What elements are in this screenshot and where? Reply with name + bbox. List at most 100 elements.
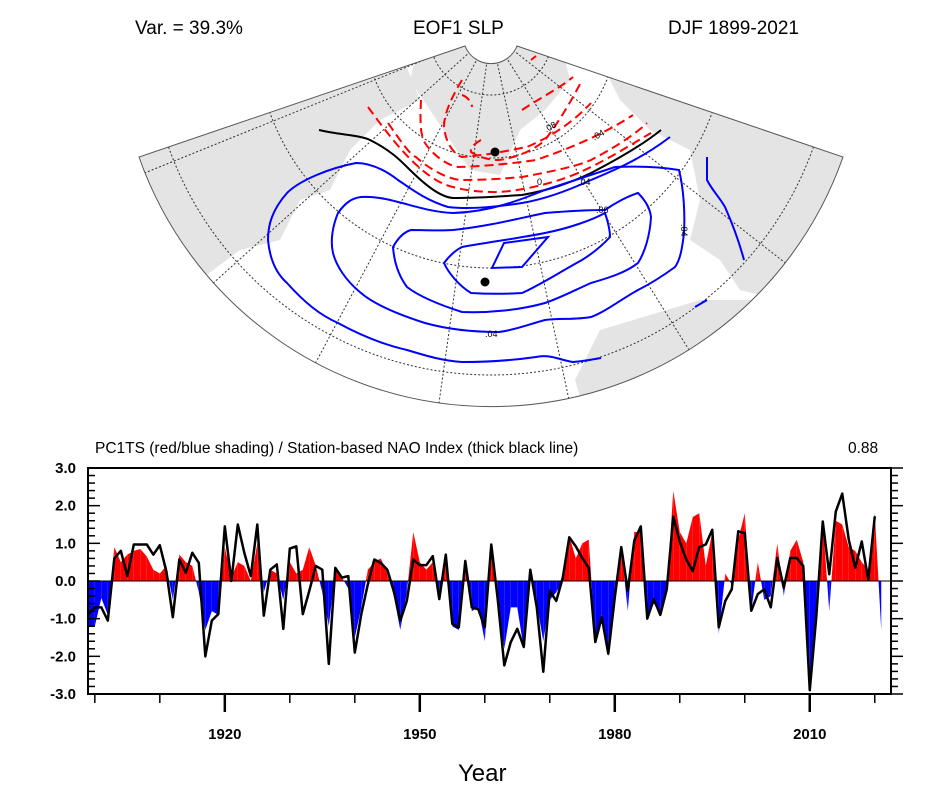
pc-fill-segment bbox=[244, 565, 251, 581]
latitude-circle bbox=[365, 46, 617, 159]
pc-fill-segment bbox=[211, 581, 219, 615]
nao-point bbox=[399, 619, 402, 622]
nao-point bbox=[841, 492, 844, 495]
pc-fill-segment bbox=[729, 581, 732, 585]
y-tick-label: -1.0 bbox=[50, 611, 76, 628]
pc-fill-segment bbox=[705, 532, 713, 581]
y-tick-label: 3.0 bbox=[55, 460, 76, 477]
contour-positive bbox=[387, 122, 648, 182]
nao-point bbox=[802, 565, 805, 567]
pc-fill-segment bbox=[374, 558, 381, 581]
latitude-circle bbox=[148, 46, 834, 376]
nao-point bbox=[373, 558, 376, 561]
nao-point bbox=[263, 614, 265, 617]
nao-point bbox=[529, 568, 532, 571]
pc-fill-segment bbox=[315, 565, 320, 581]
pc-fill-segment bbox=[270, 569, 277, 581]
pc-fill-segment bbox=[413, 532, 420, 581]
nao-point bbox=[828, 573, 831, 576]
nao-point bbox=[561, 576, 564, 579]
nao-point bbox=[542, 670, 545, 673]
pc-fill-segment bbox=[725, 573, 730, 581]
pc-fill-segment bbox=[874, 513, 879, 581]
pc-fill-segment bbox=[878, 581, 882, 630]
y-tick-label: -3.0 bbox=[50, 686, 76, 703]
nao-point bbox=[477, 608, 480, 611]
nao-point bbox=[743, 532, 746, 534]
pc-fill-segment bbox=[196, 581, 199, 593]
meridian-line bbox=[139, 46, 466, 176]
pc-fill-segment bbox=[790, 539, 797, 581]
nao-point bbox=[711, 528, 714, 531]
nao-point bbox=[613, 596, 616, 599]
contour-positive bbox=[530, 55, 537, 61]
pc-fill-segment bbox=[94, 581, 102, 627]
nao-point bbox=[451, 623, 454, 625]
nao-point bbox=[587, 567, 590, 569]
pc-fill-segment bbox=[153, 569, 160, 581]
y-tick-label: 1.0 bbox=[55, 535, 76, 552]
pc-fill-segment bbox=[718, 581, 725, 634]
nao-point bbox=[672, 515, 675, 518]
contour-zero bbox=[318, 129, 662, 200]
nao-point bbox=[483, 626, 486, 629]
nao-point bbox=[737, 530, 740, 533]
x-axis-label: Year bbox=[458, 760, 507, 787]
contour-negative bbox=[266, 136, 671, 364]
contour-label: .04 bbox=[485, 329, 498, 339]
meridian-line bbox=[312, 57, 479, 369]
nao-point bbox=[444, 553, 447, 556]
nao-point bbox=[94, 606, 96, 609]
nao-point bbox=[438, 598, 441, 600]
pc-fill-segment bbox=[751, 581, 756, 612]
nao-point bbox=[224, 525, 226, 528]
pc-fill-segment bbox=[343, 581, 349, 589]
nao-point bbox=[366, 583, 369, 586]
pc-fill-segment bbox=[569, 535, 576, 581]
nao-point bbox=[646, 617, 649, 620]
contour-label: .04 bbox=[679, 224, 689, 237]
pc-fill-segment bbox=[536, 581, 544, 642]
nao-point bbox=[509, 641, 512, 643]
pc-fill-segment bbox=[263, 581, 268, 593]
meridian-line bbox=[496, 60, 571, 405]
nao-point bbox=[185, 571, 187, 574]
pc-fill-segment bbox=[328, 581, 335, 627]
pc-fill-segment bbox=[504, 581, 511, 649]
pc-fill-segment bbox=[452, 581, 459, 630]
nao-point bbox=[295, 545, 298, 548]
land-greenland bbox=[410, 46, 570, 175]
pc-fill-segment bbox=[302, 547, 310, 581]
nao-point bbox=[341, 576, 343, 579]
land-north-america bbox=[139, 50, 420, 280]
pc-fill-segment bbox=[831, 520, 836, 581]
x-tick-label: 1950 bbox=[403, 726, 436, 743]
nao-point bbox=[315, 565, 317, 567]
nao-point bbox=[717, 626, 720, 629]
pc-fill-segment bbox=[829, 581, 832, 612]
nao-point bbox=[620, 546, 623, 548]
nao-point bbox=[626, 589, 629, 592]
nao-point bbox=[548, 589, 551, 592]
nao-point bbox=[522, 646, 525, 648]
nao-point bbox=[354, 651, 356, 654]
map-title: EOF1 SLP bbox=[413, 18, 504, 39]
nao-point bbox=[516, 628, 519, 630]
nao-point bbox=[165, 570, 168, 573]
variance-explained-label: Var. = 39.3% bbox=[135, 18, 243, 39]
pc-fill-segment bbox=[770, 581, 773, 597]
nao-point bbox=[496, 599, 499, 601]
season-period-label: DJF 1899-2021 bbox=[668, 18, 799, 39]
nao-point bbox=[789, 557, 792, 559]
nao-point bbox=[685, 558, 688, 561]
nao-point bbox=[568, 536, 571, 539]
nao-point bbox=[159, 544, 161, 547]
nao-point bbox=[776, 557, 779, 559]
pc-fill-segment bbox=[842, 524, 849, 581]
pc-fill-segment bbox=[365, 569, 368, 581]
nao-point bbox=[574, 545, 577, 548]
contour-negative bbox=[442, 211, 612, 295]
nao-point bbox=[133, 543, 135, 546]
contour-negative bbox=[330, 165, 686, 334]
